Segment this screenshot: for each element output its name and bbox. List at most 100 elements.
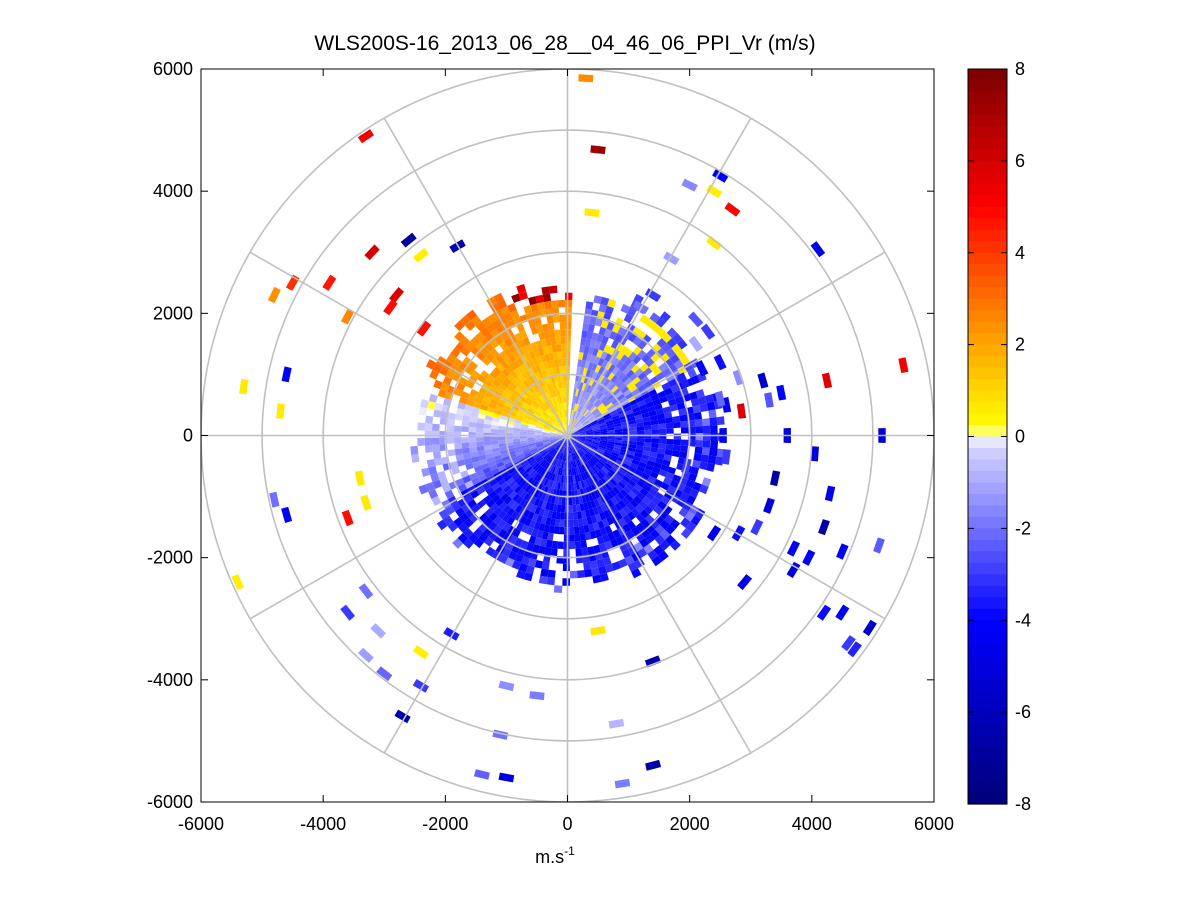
range-gate: [645, 492, 655, 501]
range-gate: [695, 440, 703, 448]
range-gate: [602, 556, 612, 566]
colorbar-band: [968, 183, 1007, 196]
range-gate: [558, 437, 565, 443]
range-gate: [559, 460, 563, 468]
range-gate: [669, 353, 680, 364]
range-gate: [574, 533, 581, 542]
range-gate: [577, 396, 582, 405]
range-gate: [635, 418, 644, 424]
range-gate: [646, 460, 656, 467]
range-gate: [695, 426, 704, 434]
range-gate: [569, 468, 573, 476]
range-gate: [565, 402, 568, 410]
range-gate: [607, 432, 616, 435]
range-gate: [588, 386, 595, 394]
range-gate: [425, 482, 435, 492]
range-gate: [561, 453, 564, 461]
range-gate: [519, 480, 527, 489]
range-gate: [586, 501, 593, 510]
range-gate: [650, 519, 660, 530]
range-gate: [610, 385, 619, 393]
range-gate: [657, 550, 669, 562]
range-gate: [589, 316, 597, 326]
range-gate: [582, 352, 588, 361]
range-gate: [565, 321, 572, 330]
range-gate: [709, 417, 718, 426]
range-gate: [482, 495, 492, 504]
range-gate: [521, 345, 529, 355]
range-gate: [479, 404, 489, 411]
range-gate: [610, 374, 618, 383]
range-gate: [569, 541, 576, 550]
range-gate: [476, 422, 484, 429]
x-tick-label: -4000: [300, 814, 346, 834]
range-gate: [558, 299, 566, 308]
colorbar-band: [968, 114, 1007, 128]
range-gate: [580, 359, 587, 368]
range-gate: [577, 359, 583, 368]
range-gate: [637, 340, 647, 350]
range-gate: [514, 448, 523, 454]
range-gate: [505, 365, 514, 374]
range-gate: [610, 340, 619, 349]
range-gate: [576, 511, 583, 520]
range-gate: [462, 447, 470, 454]
range-gate: [606, 424, 615, 429]
sparse-gate: [644, 655, 662, 668]
range-gate: [637, 349, 647, 359]
range-gate: [600, 503, 608, 512]
range-gate: [706, 462, 715, 472]
range-gate: [522, 337, 531, 346]
range-gate: [632, 346, 642, 356]
range-gate: [637, 399, 646, 407]
range-gate: [537, 407, 544, 414]
range-gate: [463, 538, 474, 549]
range-gate: [542, 440, 551, 444]
range-gate: [489, 503, 499, 512]
range-gate: [599, 441, 608, 446]
range-gate: [655, 524, 665, 535]
range-gate: [679, 414, 688, 422]
range-gate: [650, 529, 660, 540]
range-gate: [537, 499, 544, 508]
sparse-gate: [816, 604, 832, 621]
range-gate: [559, 388, 563, 396]
range-gate: [527, 436, 535, 439]
range-gate: [543, 425, 551, 430]
range-gate: [512, 389, 521, 398]
range-gate: [501, 547, 512, 558]
range-gate: [665, 471, 675, 480]
sparse-gate: [281, 366, 292, 383]
range-gate: [563, 549, 570, 557]
range-gate: [540, 354, 547, 363]
range-gate: [503, 312, 514, 323]
range-gate: [574, 421, 580, 428]
range-gate: [631, 487, 640, 496]
range-gate: [557, 436, 565, 440]
range-gate: [623, 378, 633, 386]
range-gate: [586, 331, 594, 340]
range-gate: [461, 420, 470, 427]
range-gate: [512, 430, 520, 434]
range-gate: [660, 353, 670, 363]
range-gate: [679, 451, 688, 459]
range-gate: [699, 461, 708, 471]
range-gate: [491, 482, 501, 491]
range-gate: [542, 438, 550, 442]
range-gate: [469, 446, 478, 453]
range-gate: [584, 410, 591, 417]
range-gate: [453, 431, 462, 438]
range-gate: [588, 417, 596, 423]
range-gate: [480, 327, 491, 338]
range-gate: [532, 463, 540, 470]
range-gate: [619, 345, 629, 355]
range-gate: [647, 405, 656, 413]
range-gate: [501, 471, 510, 479]
range-gate: [462, 452, 472, 460]
range-gate: [455, 478, 465, 487]
range-gate: [575, 422, 581, 428]
range-gate: [636, 426, 645, 431]
range-gate: [468, 361, 478, 371]
range-gate: [660, 495, 671, 505]
